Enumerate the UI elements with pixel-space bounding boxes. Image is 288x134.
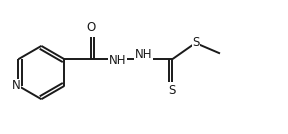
- Text: NH: NH: [109, 54, 126, 67]
- Text: O: O: [86, 21, 96, 34]
- Text: N: N: [12, 79, 20, 92]
- Text: S: S: [168, 84, 176, 97]
- Text: NH: NH: [135, 48, 153, 61]
- Text: S: S: [193, 36, 200, 49]
